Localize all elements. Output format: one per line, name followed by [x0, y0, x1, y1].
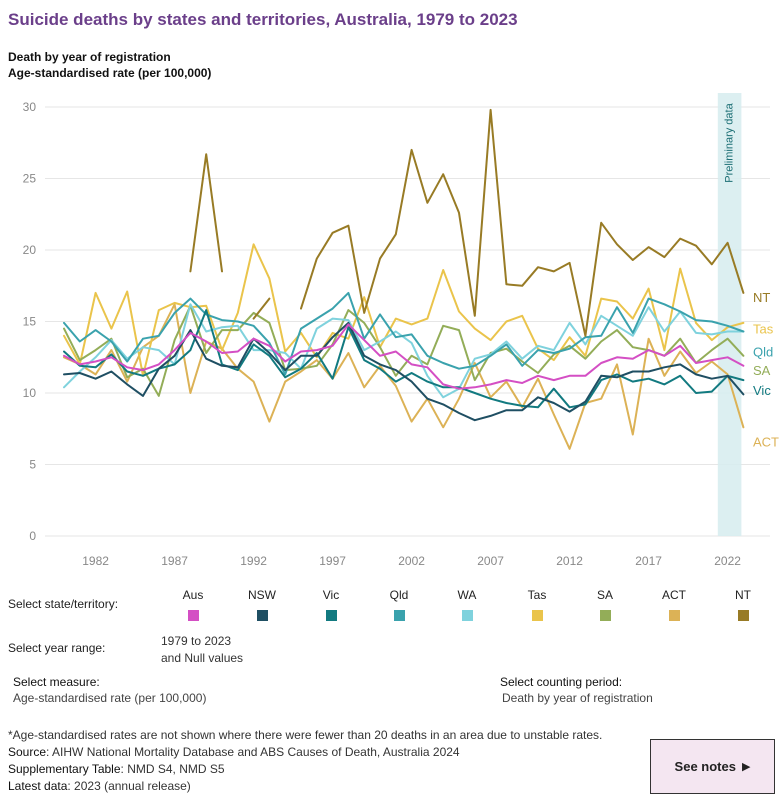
state-swatch[interactable]: [668, 610, 680, 621]
state-filter-name: WA: [457, 588, 477, 602]
x-tick-label: 2017: [635, 554, 662, 568]
x-tick-label: 1997: [319, 554, 346, 568]
year-range-label: Select year range:: [8, 641, 106, 655]
x-tick-label: 1987: [161, 554, 188, 568]
series-line-wa[interactable]: [63, 303, 745, 399]
source-value: : AIHW National Mortality Database and A…: [46, 745, 460, 759]
latest-data-note: Latest data: 2023 (annual release): [8, 779, 191, 793]
series-line-sa[interactable]: [63, 304, 745, 397]
supplementary-key: Supplementary Table: [8, 762, 121, 776]
state-filter-item-aus[interactable]: Aus: [163, 588, 223, 621]
play-arrow-icon: ▶: [741, 761, 751, 773]
axis-labels: 0 5 10 15 20 25 30 1982 1987 1992 1997 2002 2007 2012…: [23, 100, 742, 568]
state-filter-name: Vic: [322, 588, 340, 602]
state-filter-item-sa[interactable]: SA: [575, 588, 635, 621]
state-swatch[interactable]: [187, 610, 199, 621]
state-filter-name: NT: [735, 588, 751, 602]
y-tick-label: 25: [23, 172, 37, 186]
preliminary-band: Preliminary data: [717, 93, 742, 536]
state-filter-name: NSW: [248, 588, 276, 602]
state-filter-item-tas[interactable]: Tas: [507, 588, 567, 621]
latest-value: : 2023 (annual release): [67, 779, 191, 793]
state-swatch[interactable]: [599, 610, 611, 621]
counting-period-select[interactable]: Death by year of registration: [502, 691, 653, 705]
series-line-tas[interactable]: [63, 243, 745, 377]
x-tick-label: 2022: [714, 554, 741, 568]
state-filter-item-nt[interactable]: NT: [713, 588, 773, 621]
measure-label: Select measure:: [13, 675, 100, 689]
year-range-value: 1979 to 2023: [161, 634, 232, 648]
y-tick-label: 5: [29, 458, 36, 472]
end-label-act: ACT: [753, 435, 779, 450]
state-filter-name: Qld: [389, 588, 409, 602]
series-line-qld[interactable]: [63, 291, 745, 376]
state-swatch[interactable]: [256, 610, 268, 621]
series-line-nsw[interactable]: [63, 321, 745, 422]
preliminary-data-band: [717, 93, 742, 536]
x-tick-label: 2002: [398, 554, 425, 568]
x-tick-label: 2007: [477, 554, 504, 568]
state-filter-item-qld[interactable]: Qld: [369, 588, 429, 621]
supplementary-value: : NMD S4, NMD S5: [120, 762, 225, 776]
end-label-qld: Qld: [753, 345, 773, 360]
state-swatch[interactable]: [325, 610, 337, 621]
chart-title: Suicide deaths by states and territories…: [8, 10, 518, 29]
state-filter-item-vic[interactable]: Vic: [301, 588, 361, 621]
series-line-nt[interactable]: [300, 108, 745, 337]
y-tick-label: 10: [23, 386, 37, 400]
series-line-aus[interactable]: [63, 323, 745, 390]
latest-key: Latest data: [8, 779, 68, 793]
y-tick-label: 15: [23, 315, 37, 329]
y-tick-label: 30: [23, 100, 37, 114]
end-label-nt: NT: [753, 290, 770, 305]
state-swatch[interactable]: [393, 610, 405, 621]
see-notes-label: See notes: [674, 759, 736, 774]
null-values-option: and Null values: [161, 651, 244, 665]
x-tick-label: 1992: [240, 554, 267, 568]
y-tick-label: 20: [23, 243, 37, 257]
state-filter-name: Tas: [527, 588, 547, 602]
end-label-tas: Tas: [753, 322, 774, 337]
line-chart: Preliminary data 0 5 10 15 20 25 30 1982 1987 199…: [23, 93, 779, 568]
year-range-select[interactable]: 1979 to 2023 and Null values: [161, 633, 243, 667]
measure-select[interactable]: Age-standardised rate (per 100,000): [13, 691, 207, 705]
source-key: Source: [8, 745, 47, 759]
source-note: Source: AIHW National Mortality Database…: [8, 745, 460, 759]
series-lines: [63, 108, 745, 450]
supplementary-note: Supplementary Table: NMD S4, NMD S5: [8, 762, 225, 776]
chart-subtitle-measure: Age-standardised rate (per 100,000): [8, 66, 212, 80]
state-swatch[interactable]: [461, 610, 473, 621]
series-line-nt[interactable]: [252, 297, 271, 320]
chart-subtitle-counting: Death by year of registration: [8, 50, 171, 64]
state-filter-name: ACT: [662, 588, 686, 602]
rate-footnote: *Age-standardised rates are not shown wh…: [8, 728, 603, 742]
state-filter-item-nsw[interactable]: NSW: [232, 588, 292, 621]
counting-period-label: Select counting period:: [500, 675, 623, 689]
state-filter-name: SA: [596, 588, 613, 602]
series-line-nt[interactable]: [189, 153, 223, 273]
state-filter-item-wa[interactable]: WA: [437, 588, 497, 621]
series-line-act[interactable]: [63, 303, 745, 450]
preliminary-data-label: Preliminary data: [724, 102, 736, 182]
y-tick-label: 0: [29, 529, 36, 543]
see-notes-button[interactable]: See notes ▶: [650, 739, 775, 794]
end-label-vic: Vic: [753, 383, 771, 398]
end-labels: NT Tas Qld SA Vic ACT: [753, 290, 779, 449]
state-swatch[interactable]: [531, 610, 543, 621]
end-label-sa: SA: [753, 363, 771, 378]
x-tick-label: 2012: [556, 554, 583, 568]
state-filter-label: Select state/territory:: [8, 597, 119, 611]
series-line-vic[interactable]: [63, 309, 745, 409]
state-filter-item-act[interactable]: ACT: [644, 588, 704, 621]
x-tick-label: 1982: [82, 554, 109, 568]
state-swatch[interactable]: [737, 610, 749, 621]
state-filter-name: Aus: [182, 588, 204, 602]
